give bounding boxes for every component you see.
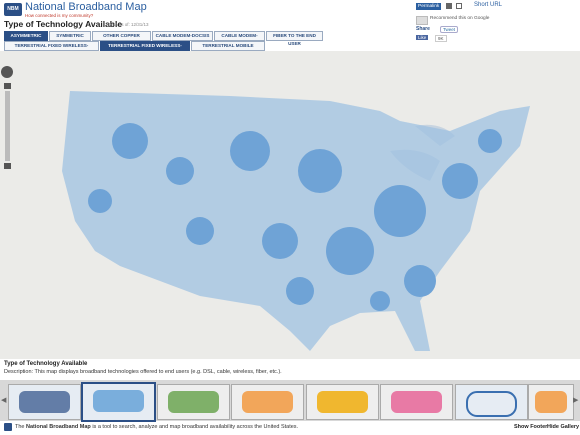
- show-footer[interactable]: Show Footer: [514, 424, 548, 430]
- tech-button[interactable]: OTHER COPPER WIRELINE: [92, 31, 151, 46]
- email-icon[interactable]: [456, 3, 462, 9]
- thumbnail[interactable]: [528, 384, 574, 420]
- thumbnail[interactable]: [8, 384, 81, 420]
- footer-description: is a tool to search, analyze and map bro…: [92, 424, 299, 430]
- page-title: Type of Technology Available: [4, 19, 123, 29]
- zoom-in[interactable]: [4, 83, 11, 89]
- tweet[interactable]: Tweet: [440, 26, 459, 33]
- short-url[interactable]: Short URL: [474, 2, 503, 8]
- site-subtitle: How connected is my community?: [25, 13, 94, 18]
- hide-gallery[interactable]: Hide Gallery: [547, 424, 580, 430]
- thumbnail[interactable]: [231, 384, 304, 420]
- like[interactable]: Like: [416, 35, 429, 40]
- footer-text: The National Broadband Map is a tool to …: [15, 424, 298, 430]
- thumbnail[interactable]: [380, 384, 453, 420]
- tech-button[interactable]: TERRESTRIAL FIXED WIRELESS-LICENSED: [100, 41, 190, 56]
- logo[interactable]: NBM: [4, 3, 22, 16]
- thumbnail[interactable]: [81, 382, 156, 422]
- site-title[interactable]: National Broadband Map: [25, 1, 147, 13]
- coverage-blobs: [88, 123, 502, 311]
- tech-button[interactable]: TERRESTRIAL MOBILE WIRELESS: [191, 41, 265, 56]
- data-date: Data as of: 12/31/13: [108, 22, 149, 27]
- gallery-next[interactable]: ▶: [573, 397, 579, 404]
- thumbnail[interactable]: [455, 384, 528, 420]
- like-count: 9K: [435, 35, 447, 42]
- zoom-out[interactable]: [4, 163, 11, 169]
- zoom-slider[interactable]: [5, 91, 10, 161]
- print-icon[interactable]: [446, 3, 452, 9]
- description-title: Type of Technology Available: [4, 361, 88, 367]
- plus-one[interactable]: [416, 16, 428, 25]
- share[interactable]: Share: [416, 26, 430, 32]
- tech-button[interactable]: SYMMETRIC xDSL: [49, 31, 91, 46]
- gallery-prev[interactable]: ◀: [1, 397, 7, 404]
- thumbnail[interactable]: [157, 384, 230, 420]
- tech-button[interactable]: CABLE MODEM-DOCSIS 3.0: [152, 31, 213, 46]
- footer-logo: [4, 423, 12, 431]
- pan-control[interactable]: [1, 66, 13, 78]
- tech-button[interactable]: ASYMMETRIC xDSL: [4, 31, 48, 46]
- description-text: Description: This map displays broadband…: [4, 369, 282, 375]
- recommend[interactable]: Recommend this on Google: [430, 16, 490, 21]
- tech-button[interactable]: FIBER TO THE END USER: [266, 31, 323, 46]
- footer-lead: The: [15, 424, 25, 430]
- tech-button[interactable]: TERRESTRIAL FIXED WIRELESS-UNLICENSED: [4, 41, 99, 56]
- footer-site-name: National Broadband Map: [26, 424, 91, 430]
- tech-button[interactable]: CABLE MODEM-OTHER: [214, 31, 265, 46]
- thumbnail[interactable]: [306, 384, 379, 420]
- map[interactable]: [0, 51, 580, 359]
- permalink[interactable]: Permalink: [416, 3, 442, 10]
